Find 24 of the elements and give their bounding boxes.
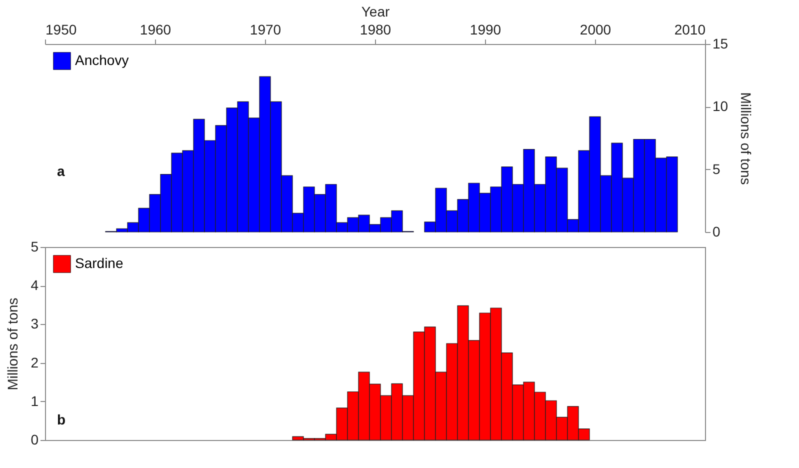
- x-tick-label: 2010: [674, 22, 706, 38]
- legend-label: Anchovy: [75, 52, 129, 68]
- x-tick-label: 1980: [360, 22, 392, 38]
- y2-tick-label: 15: [712, 36, 728, 52]
- annotation: a: [57, 162, 65, 179]
- x-axis-title: Year: [361, 4, 390, 20]
- y-tick-label: 1: [30, 392, 39, 409]
- y2-tick-label: 5: [712, 160, 720, 177]
- x-tick-label: 2000: [580, 22, 612, 38]
- x-tick-label: 1970: [250, 22, 282, 38]
- y-tick-label: 2: [30, 354, 39, 370]
- y-tick-label: 3: [30, 316, 39, 332]
- y-axis-title: Millions of tons: [4, 298, 21, 390]
- y-tick-label: 4: [30, 277, 39, 294]
- x-tick-label: 1960: [140, 22, 172, 38]
- y2-tick-label: 0: [712, 224, 720, 240]
- y-tick-label: 5: [30, 238, 39, 254]
- legend-label: Sardine: [75, 255, 124, 271]
- x-tick-label: 1990: [470, 22, 502, 38]
- x-tick-label: 1950: [46, 22, 77, 38]
- y-tick-label: 0: [30, 432, 39, 448]
- annotation: b: [57, 412, 66, 428]
- y2-tick-label: 10: [712, 98, 728, 114]
- y2-axis-title: Millions of tons: [738, 92, 754, 185]
